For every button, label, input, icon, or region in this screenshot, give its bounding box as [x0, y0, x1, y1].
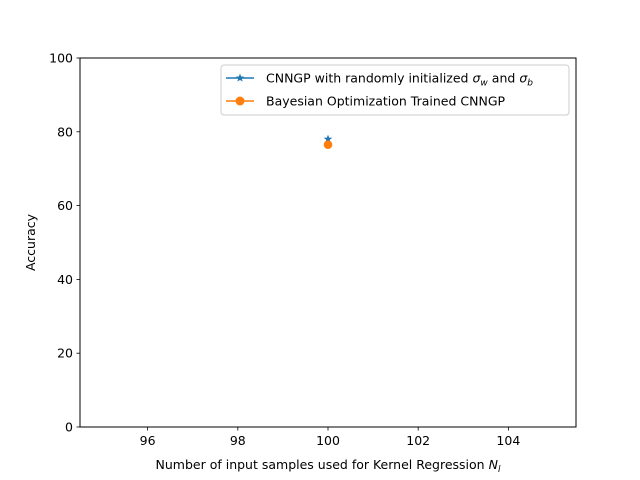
y-tick-label: 40	[57, 272, 73, 287]
x-tick-label: 100	[316, 433, 340, 448]
data-point-circle-series-1	[323, 140, 333, 150]
y-tick-label: 80	[57, 124, 73, 139]
legend-entry-cnngp-random: CNNGP with randomly initialized σw and σb	[226, 71, 533, 89]
legend-frame	[220, 64, 570, 116]
x-axis-ticks: 96 98 100 102 104	[140, 427, 520, 448]
y-axis-ticks: 0 20 40 60 80 100	[49, 51, 80, 435]
y-tick-label: 20	[57, 346, 73, 361]
data-points	[323, 134, 333, 150]
x-tick-label: 96	[140, 433, 156, 448]
legend-circle-marker-icon	[235, 96, 245, 106]
legend-star-marker-icon	[235, 73, 245, 82]
x-tick-label: 98	[230, 433, 246, 448]
data-point-star-series-0	[323, 134, 333, 143]
x-axis-label: Number of input samples used for Kernel …	[156, 457, 501, 475]
x-tick-label: 102	[406, 433, 430, 448]
plot-area-frame	[79, 57, 577, 428]
legend-entry-bayesian: Bayesian Optimization Trained CNNGP	[226, 94, 506, 109]
legend-label-cnngp-random: CNNGP with randomly initialized σw and σb	[266, 71, 533, 89]
x-tick-label: 104	[496, 433, 520, 448]
legend-label-bayesian: Bayesian Optimization Trained CNNGP	[266, 94, 506, 109]
legend: CNNGP with randomly initialized σw and σb B…	[220, 64, 570, 116]
y-tick-label: 60	[57, 198, 73, 213]
y-tick-label: 0	[65, 420, 73, 435]
y-axis-label: Accuracy	[23, 213, 38, 271]
y-tick-label: 100	[49, 51, 73, 66]
